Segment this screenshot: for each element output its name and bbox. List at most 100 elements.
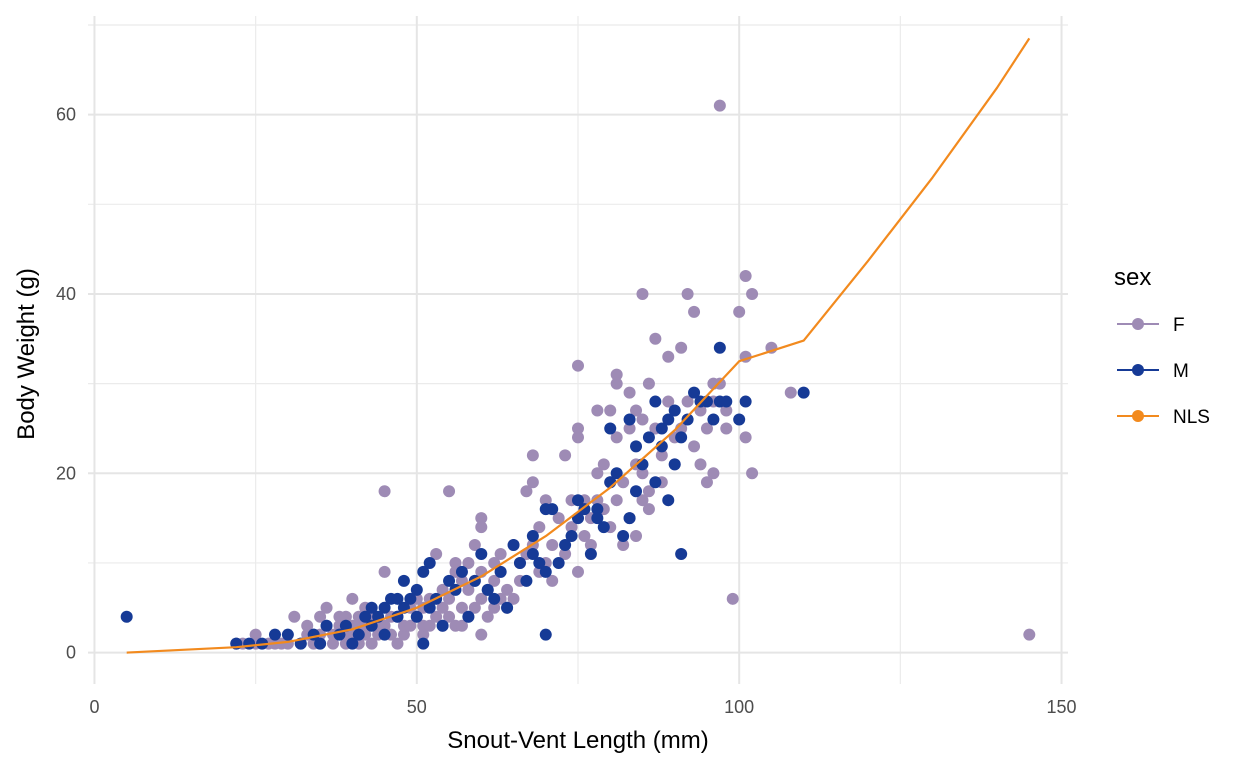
data-point-f (526, 449, 539, 462)
data-point-m (623, 512, 636, 525)
data-point-m (597, 521, 610, 534)
data-point-m (655, 422, 668, 435)
fit-line-nls (126, 37, 1031, 654)
data-point-f (423, 619, 436, 632)
data-point-f (397, 628, 410, 641)
data-point-f (468, 539, 481, 552)
x-tick-label: 150 (1047, 697, 1077, 717)
legend-item-m[interactable]: M (1117, 361, 1189, 382)
data-point-f (378, 619, 391, 632)
data-point-m (520, 574, 533, 587)
data-point-f (739, 431, 752, 444)
data-point-m (243, 637, 256, 650)
data-point-f (520, 485, 533, 498)
data-point-m (649, 395, 662, 408)
data-point-f (475, 512, 488, 525)
data-point-f (288, 610, 301, 623)
data-point-f (610, 368, 623, 381)
y-axis-title: Body Weight (g) (13, 268, 40, 440)
data-point-m (268, 628, 281, 641)
data-point-m (649, 476, 662, 489)
data-point-f (630, 404, 643, 417)
data-point-f (559, 547, 572, 560)
y-axis-ticks: 0 20 40 60 (56, 105, 76, 663)
data-point-f (320, 601, 333, 614)
y-tick-label: 20 (56, 463, 76, 483)
y-tick-label: 40 (56, 284, 76, 304)
data-point-f (739, 270, 752, 283)
data-point-m (475, 547, 488, 560)
data-point-m (423, 601, 436, 614)
data-point-f (591, 404, 604, 417)
legend-key-point-nls (1132, 410, 1144, 422)
data-point-f (584, 539, 597, 552)
data-point-m (481, 583, 494, 596)
data-point-f (301, 619, 314, 632)
data-point-m (378, 601, 391, 614)
data-point-f (327, 637, 339, 650)
data-point-m (455, 565, 468, 578)
data-point-m (668, 458, 681, 471)
data-point-m (675, 431, 688, 444)
data-point-f (655, 449, 668, 462)
data-point-m (410, 610, 423, 623)
data-point-f (475, 521, 488, 534)
data-point-m (642, 431, 655, 444)
data-point-m (617, 530, 630, 543)
data-point-m (488, 592, 501, 605)
legend-item-nls[interactable]: NLS (1117, 407, 1210, 428)
data-point-m (623, 413, 636, 426)
data-point-f (475, 628, 488, 641)
data-point-m (584, 547, 597, 560)
data-point-m (713, 341, 726, 354)
legend-item-f[interactable]: F (1117, 315, 1185, 336)
data-point-f (662, 395, 675, 408)
data-point-f (707, 467, 720, 480)
data-point-f (578, 530, 591, 543)
data-point-m (604, 422, 617, 435)
data-point-f (700, 476, 713, 489)
data-point-m (526, 530, 539, 543)
data-point-f (636, 494, 649, 507)
data-point-f (249, 628, 262, 641)
data-point-f (604, 404, 617, 417)
data-point-m (339, 619, 352, 632)
legend-label-m: M (1173, 361, 1189, 382)
data-point-f (720, 422, 733, 435)
data-point-f (314, 610, 327, 623)
data-point-f (636, 287, 649, 300)
data-point-m (630, 440, 643, 453)
series-f-points (230, 99, 1036, 650)
data-point-m (591, 512, 604, 525)
data-point-m (513, 556, 526, 569)
data-point-f (591, 494, 604, 507)
data-point-f (694, 458, 707, 471)
data-point-f (726, 592, 739, 605)
series-nls-line (126, 37, 1031, 654)
data-point-m (733, 413, 746, 426)
data-point-f (443, 592, 456, 605)
data-point-f (378, 485, 391, 498)
data-point-m (120, 610, 133, 623)
data-point-m (346, 637, 359, 650)
data-point-m (578, 503, 591, 516)
data-point-f (378, 565, 391, 578)
data-point-m (675, 547, 688, 560)
data-point-f (642, 503, 655, 516)
data-point-f (501, 583, 514, 596)
data-point-m (365, 601, 378, 614)
data-point-f (675, 341, 688, 354)
data-point-m (397, 574, 410, 587)
data-point-f (610, 431, 623, 444)
data-point-f (462, 556, 475, 569)
data-point-f (481, 610, 494, 623)
data-point-m (707, 413, 720, 426)
data-point-m (539, 565, 552, 578)
data-point-f (546, 574, 559, 587)
data-point-f (572, 359, 584, 372)
data-point-m (533, 556, 546, 569)
data-point-f (488, 601, 501, 614)
data-point-m (720, 395, 733, 408)
data-point-m (443, 574, 456, 587)
